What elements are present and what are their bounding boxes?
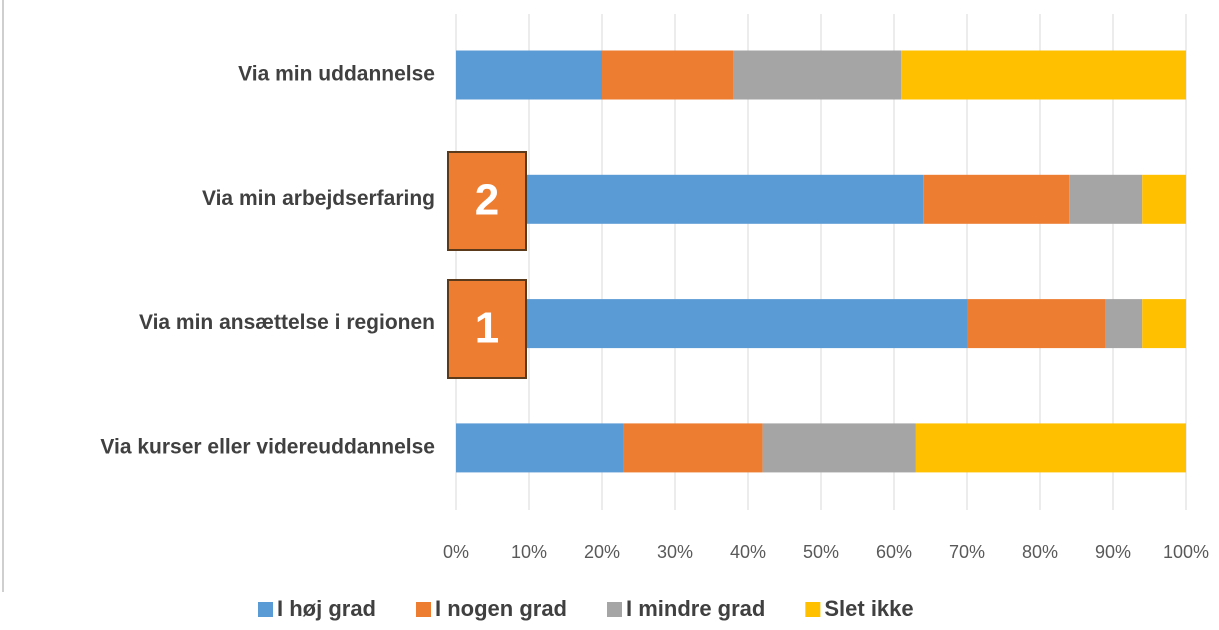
bar-segment [1142, 299, 1186, 349]
y-tick-label: Via min uddannelse [238, 63, 435, 86]
x-tick-label: 10% [511, 542, 547, 562]
bar-segment [733, 50, 902, 100]
bar-segment [456, 50, 602, 100]
y-tick-label: Via kurser eller videreuddannelse [100, 435, 435, 458]
y-tick-label: Via min ansættelse i regionen [139, 311, 435, 334]
x-tick-label: 60% [876, 542, 912, 562]
legend-swatch [416, 602, 431, 617]
bar-segment [923, 174, 1070, 224]
bar-segment [602, 50, 734, 100]
x-tick-label: 0% [443, 542, 469, 562]
annotation-text: 2 [475, 176, 499, 225]
y-tick-label: Via min arbejdserfaring [202, 187, 435, 210]
bar-segment [456, 423, 624, 473]
bar-segment [1105, 299, 1143, 349]
bar-segment [623, 423, 763, 473]
bar-segment [762, 423, 916, 473]
bar-segment [456, 299, 967, 349]
x-tick-label: 90% [1095, 542, 1131, 562]
annotation-rect [447, 151, 527, 251]
legend-label: I høj grad [277, 596, 376, 621]
legend-swatch [607, 602, 622, 617]
x-tick-label: 70% [949, 542, 985, 562]
x-tick-label: 40% [730, 542, 766, 562]
annotation-text: 1 [475, 304, 499, 353]
annotation-box: 2 [447, 151, 527, 251]
x-tick-label: 50% [803, 542, 839, 562]
bar-segment [1069, 174, 1143, 224]
x-tick-label: 30% [657, 542, 693, 562]
annotation-box: 1 [447, 279, 527, 379]
legend-swatch [258, 602, 273, 617]
legend-label: I mindre grad [626, 596, 765, 621]
bar-segment [1142, 174, 1186, 224]
x-tick-label: 80% [1022, 542, 1058, 562]
bar-segment [456, 174, 924, 224]
bar-segment [967, 299, 1106, 349]
legend-swatch [805, 602, 821, 617]
x-tick-label: 100% [1163, 542, 1209, 562]
legend-label: I nogen grad [435, 596, 567, 621]
annotation-rect [447, 279, 527, 379]
x-tick-label: 20% [584, 542, 620, 562]
legend-label: Slet ikke [824, 596, 913, 621]
bar-segment [901, 50, 1186, 100]
bar-segment [915, 423, 1186, 473]
